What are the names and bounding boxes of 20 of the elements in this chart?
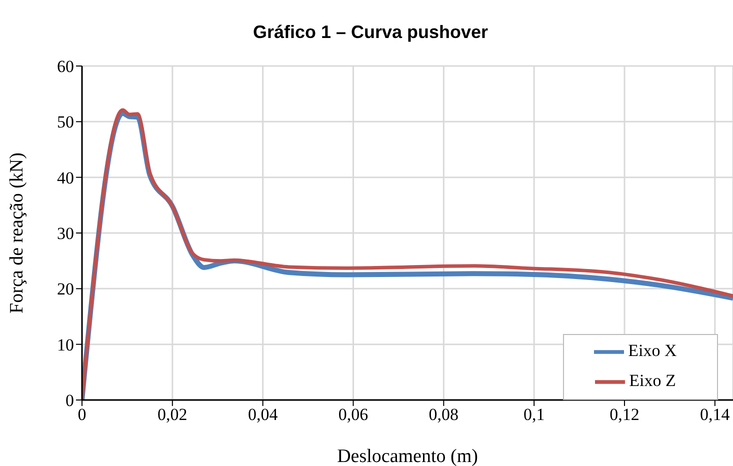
y-tick-label: 60 [57,57,74,76]
chart-title: Gráfico 1 – Curva pushover [252,21,490,44]
y-tick-label: 10 [57,335,74,354]
legend-label: Eixo X [628,340,677,360]
x-tick-label: 0,1 [523,405,545,424]
y-tick-label: 0 [66,391,74,410]
y-tick-label: 40 [57,168,74,188]
y-tick-label: 50 [57,112,74,132]
x-tick-label: 0,06 [338,405,368,424]
y-axis-title: Força de reação (kN) [6,152,28,314]
legend-label: Eixo Z [629,370,676,390]
x-tick-label: 0,12 [610,405,640,424]
x-axis-title: Deslocamento (m) [337,446,478,466]
x-tick-label: 0 [78,405,86,424]
x-tick-label: 0,04 [248,405,278,424]
y-tick-label: 30 [57,224,74,244]
y-tick-label: 20 [57,280,74,299]
x-tick-label: 0,08 [428,405,459,424]
x-tick-label: 0,02 [158,405,188,424]
x-tick-label: 0,14 [700,405,730,424]
